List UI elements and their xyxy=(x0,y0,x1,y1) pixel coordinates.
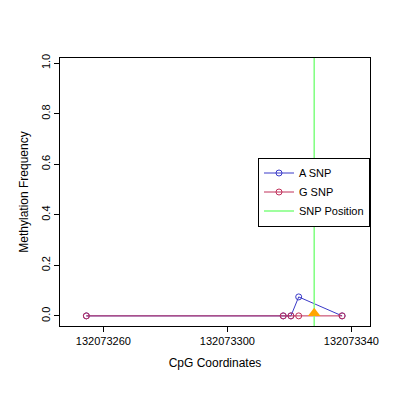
svg-text:0.4: 0.4 xyxy=(40,205,52,220)
svg-text:132073340: 132073340 xyxy=(324,335,379,347)
svg-text:CpG Coordinates: CpG Coordinates xyxy=(169,356,262,370)
svg-text:G SNP: G SNP xyxy=(299,186,333,198)
svg-text:0.6: 0.6 xyxy=(40,155,52,170)
svg-text:0.0: 0.0 xyxy=(40,307,52,322)
svg-text:SNP Position: SNP Position xyxy=(299,205,364,217)
svg-text:Methylation Frequency: Methylation Frequency xyxy=(17,131,31,252)
svg-text:A SNP: A SNP xyxy=(299,167,331,179)
svg-text:0.8: 0.8 xyxy=(40,104,52,119)
svg-text:1.0: 1.0 xyxy=(40,54,52,69)
svg-text:0.2: 0.2 xyxy=(40,256,52,271)
svg-text:132073260: 132073260 xyxy=(76,335,131,347)
svg-text:132073300: 132073300 xyxy=(200,335,255,347)
